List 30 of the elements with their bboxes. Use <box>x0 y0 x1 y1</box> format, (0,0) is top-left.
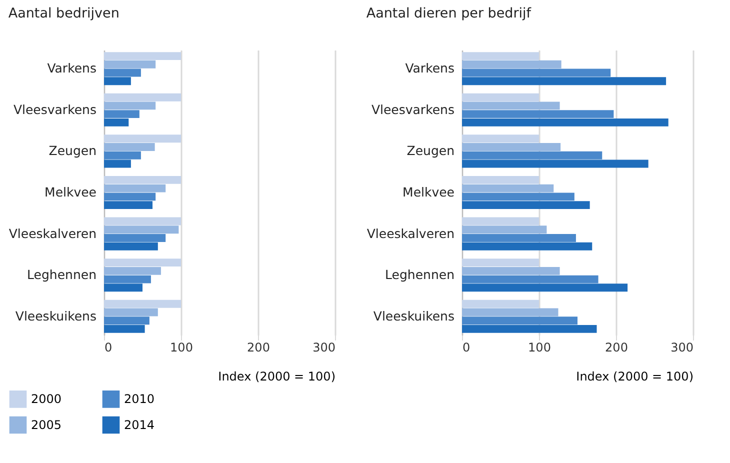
y-tick-label: Leghennen <box>27 267 96 282</box>
y-tick-label: Leghennen <box>385 267 454 282</box>
legend-label: 2005 <box>31 418 62 432</box>
legend-label: 2000 <box>31 392 62 406</box>
y-tick-label: Vleeskuikens <box>373 308 454 324</box>
x-tick-label: 100 <box>170 340 193 354</box>
x-tick-label: 100 <box>528 340 551 354</box>
y-tick-label: Vleeskuikens <box>15 308 96 324</box>
x-axis-title: Index (2000 = 100) <box>576 370 694 384</box>
chart-title: Aantal bedrijven <box>8 6 120 22</box>
y-tick-label: Zeugen <box>406 143 454 158</box>
y-tick-label: Melkvee <box>44 184 97 200</box>
y-tick-label: Vleeskalveren <box>366 226 454 241</box>
chart-title: Aantal dieren per bedrijf <box>366 6 532 22</box>
legend-label: 2010 <box>124 392 155 406</box>
y-tick-label: Vleesvarkens <box>13 102 96 117</box>
x-tick-label: 300 <box>312 340 336 354</box>
y-tick-label: Melkvee <box>402 184 455 200</box>
y-tick-label: Vleeskalveren <box>8 226 96 241</box>
x-tick-label: 0 <box>462 340 470 354</box>
x-tick-label: 0 <box>104 340 112 354</box>
x-tick-label: 200 <box>605 340 628 354</box>
x-tick-label: 300 <box>670 340 694 354</box>
x-tick-label: 200 <box>247 340 270 354</box>
y-tick-label: Zeugen <box>48 143 96 158</box>
legend-label: 2014 <box>124 418 155 432</box>
x-axis-title: Index (2000 = 100) <box>218 370 336 384</box>
y-tick-label: Vleesvarkens <box>371 102 454 117</box>
y-tick-label: Varkens <box>405 60 454 76</box>
y-tick-label: Varkens <box>47 60 96 76</box>
